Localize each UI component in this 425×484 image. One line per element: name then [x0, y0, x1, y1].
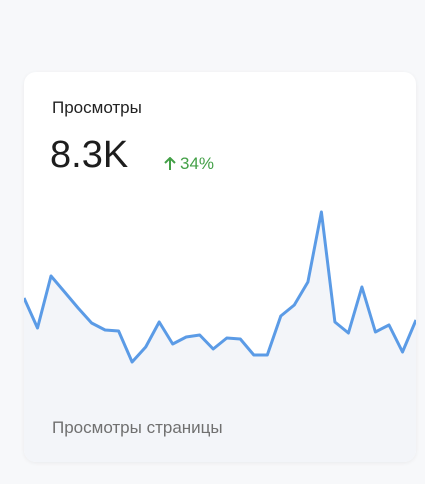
- arrow-up-icon: [164, 157, 176, 170]
- change-value: 34%: [180, 154, 215, 173]
- card-title: Просмотры: [52, 98, 142, 117]
- card: Просмотры 8.3K 34% Просмотры страницы: [24, 72, 416, 462]
- change: 34%: [164, 154, 214, 174]
- sparkline-area: [24, 212, 416, 462]
- card-footer: Просмотры страницы: [52, 418, 223, 437]
- sparkline-line: [24, 210, 416, 364]
- card-value: 8.3K: [50, 134, 129, 176]
- sparkline: [24, 210, 416, 462]
